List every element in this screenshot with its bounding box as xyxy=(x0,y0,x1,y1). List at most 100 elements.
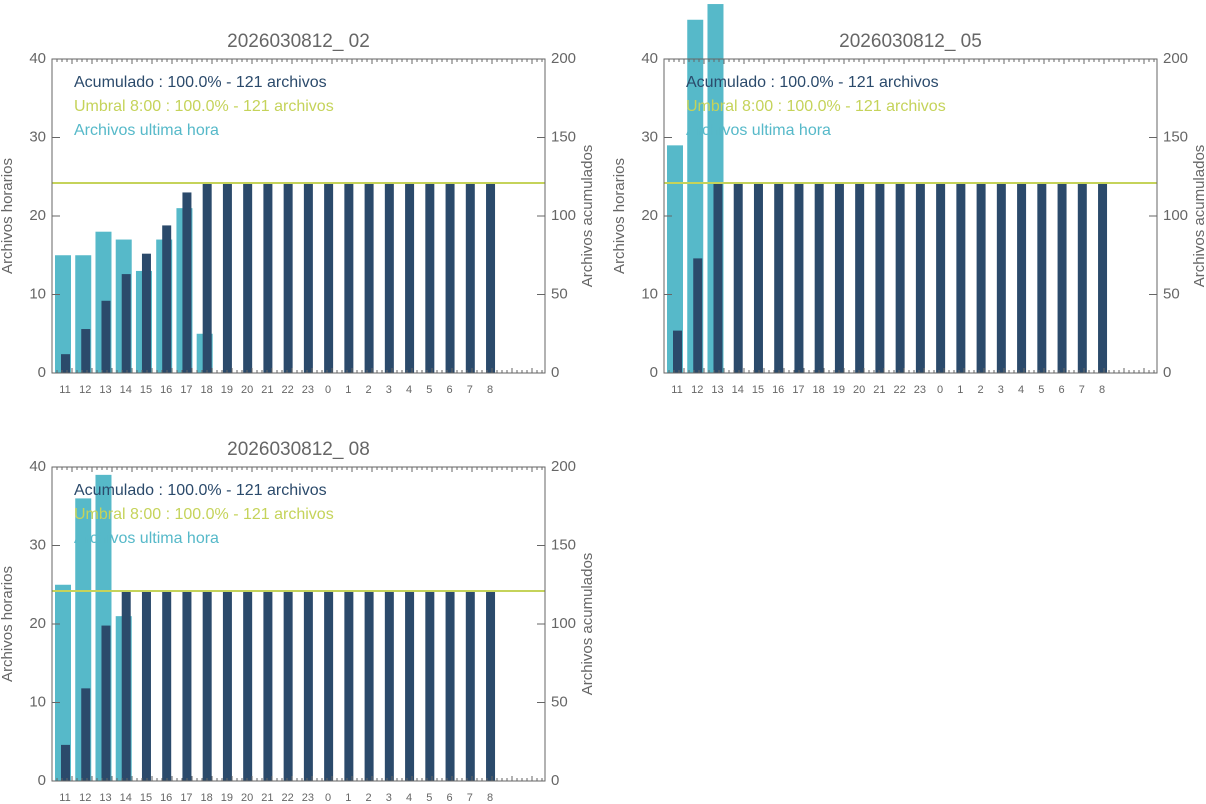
y-axis-label: Archivos horarios xyxy=(0,158,16,274)
y-tick-label: 40 xyxy=(641,50,658,67)
x-tick-label: 8 xyxy=(1099,384,1105,396)
x-tick-label: 2 xyxy=(366,384,372,396)
y-tick-label: 30 xyxy=(29,128,46,145)
y-tick-label: 40 xyxy=(29,458,46,475)
cumulative-bar xyxy=(996,183,1006,373)
y-tick-label: 20 xyxy=(641,207,658,224)
x-tick-label: 2 xyxy=(978,384,984,396)
x-tick-label: 18 xyxy=(201,792,213,804)
x-tick-label: 5 xyxy=(426,792,432,804)
cumulative-bar xyxy=(121,591,131,781)
cumulative-bar xyxy=(956,183,966,373)
y-tick-label: 40 xyxy=(29,50,46,67)
x-tick-label: 4 xyxy=(1018,384,1024,396)
x-tick-label: 3 xyxy=(386,384,392,396)
x-tick-label: 6 xyxy=(1058,384,1064,396)
x-tick-label: 14 xyxy=(120,384,132,396)
x-tick-label: 22 xyxy=(282,384,294,396)
chart-title: 2026030812_ 05 xyxy=(839,31,982,52)
legend-entry: Archivos ultima hora xyxy=(74,122,219,139)
cumulative-bar xyxy=(445,183,455,373)
cumulative-bar xyxy=(976,183,986,373)
x-tick-label: 1 xyxy=(957,384,963,396)
y2-tick-label: 100 xyxy=(551,615,576,632)
x-tick-label: 23 xyxy=(302,792,314,804)
hourly-bar xyxy=(55,584,71,781)
x-tick-label: 15 xyxy=(752,384,764,396)
y-tick-label: 0 xyxy=(38,772,46,789)
legend-entry: Umbral 8:00 : 100.0% - 121 archivos xyxy=(686,98,946,115)
cumulative-bar xyxy=(162,225,172,373)
x-tick-label: 5 xyxy=(426,384,432,396)
y-tick-label: 30 xyxy=(29,536,46,553)
x-tick-label: 7 xyxy=(1079,384,1085,396)
y-tick-label: 10 xyxy=(29,285,46,302)
cumulative-bar xyxy=(324,591,334,781)
cumulative-bar xyxy=(834,183,844,373)
legend-entry: Umbral 8:00 : 100.0% - 121 archivos xyxy=(74,506,334,523)
chart-title: 2026030812_ 02 xyxy=(227,31,370,52)
x-tick-label: 0 xyxy=(325,792,331,804)
hourly-bar xyxy=(667,145,683,373)
cumulative-bar xyxy=(101,625,111,781)
legend-entry: Acumulado : 100.0% - 121 archivos xyxy=(74,482,327,499)
x-tick-label: 3 xyxy=(998,384,1004,396)
x-tick-label: 0 xyxy=(937,384,943,396)
y-axis-label: Archivos horarios xyxy=(611,158,628,274)
cumulative-bar xyxy=(162,591,172,781)
cumulative-bar xyxy=(243,591,253,781)
y2-tick-label: 200 xyxy=(551,50,576,67)
cumulative-bar xyxy=(875,183,885,373)
cumulative-bar xyxy=(61,744,70,781)
cumulative-bar xyxy=(364,183,374,373)
y2-tick-label: 100 xyxy=(1163,207,1188,224)
y-tick-label: 0 xyxy=(38,364,46,381)
cumulative-bar xyxy=(445,591,455,781)
legend-entry: Archivos ultima hora xyxy=(686,122,831,139)
x-tick-label: 13 xyxy=(99,792,111,804)
cumulative-bar xyxy=(1017,183,1027,373)
cumulative-bar xyxy=(855,183,865,373)
x-tick-label: 11 xyxy=(59,384,70,396)
x-tick-label: 17 xyxy=(792,384,804,396)
cumulative-bar xyxy=(303,183,313,373)
cumulative-bar xyxy=(243,183,253,373)
x-tick-label: 12 xyxy=(79,792,91,804)
y-tick-label: 20 xyxy=(29,207,46,224)
cumulative-bar xyxy=(465,183,475,373)
x-tick-label: 18 xyxy=(201,384,213,396)
cumulative-bar xyxy=(81,688,91,781)
cumulative-bar xyxy=(486,591,496,781)
x-tick-label: 7 xyxy=(467,384,473,396)
x-tick-label: 21 xyxy=(261,792,273,804)
cumulative-bar xyxy=(405,591,415,781)
x-tick-label: 8 xyxy=(487,792,493,804)
x-tick-label: 16 xyxy=(160,384,172,396)
y2-tick-label: 200 xyxy=(551,458,576,475)
cumulative-bar xyxy=(895,183,905,373)
cumulative-bar xyxy=(222,591,232,781)
cumulative-bar xyxy=(1077,183,1087,373)
x-tick-label: 19 xyxy=(833,384,845,396)
cumulative-bar xyxy=(324,183,334,373)
cumulative-bar xyxy=(753,183,763,373)
y2-tick-label: 200 xyxy=(1163,50,1188,67)
x-tick-label: 20 xyxy=(853,384,865,396)
cumulative-bar xyxy=(1098,183,1108,373)
cumulative-bar xyxy=(1037,183,1047,373)
cumulative-bar xyxy=(303,591,313,781)
x-tick-label: 4 xyxy=(406,792,412,804)
y-tick-label: 20 xyxy=(29,615,46,632)
x-tick-label: 1 xyxy=(345,384,351,396)
legend-entry: Archivos ultima hora xyxy=(74,530,219,547)
y-tick-label: 30 xyxy=(641,128,658,145)
cumulative-bar xyxy=(693,258,703,373)
y2-axis-label: Archivos acumulados xyxy=(1191,145,1206,288)
cumulative-bar xyxy=(425,183,435,373)
cumulative-bar xyxy=(263,591,273,781)
x-tick-label: 11 xyxy=(59,792,70,804)
cumulative-bar xyxy=(915,183,925,373)
x-tick-label: 23 xyxy=(914,384,926,396)
cumulative-bar xyxy=(713,183,723,373)
